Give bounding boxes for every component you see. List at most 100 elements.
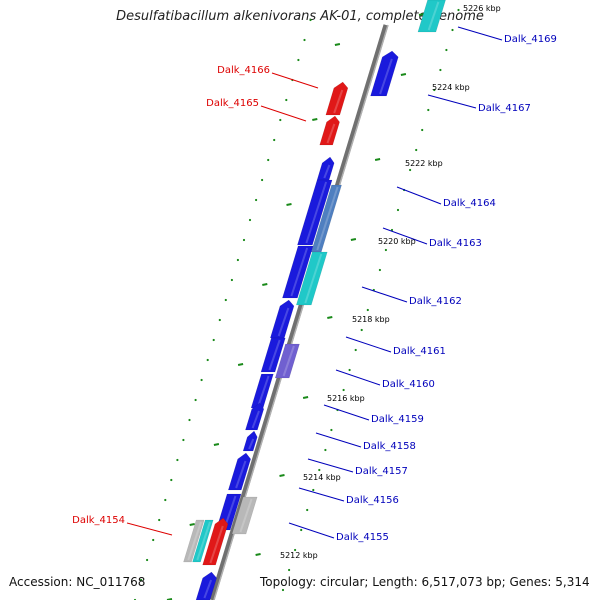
guide-dot <box>224 298 227 302</box>
gene-feature <box>319 115 340 146</box>
guide-tick <box>400 73 407 76</box>
guide-dot <box>273 138 276 142</box>
gene-feature <box>242 430 258 452</box>
gene-label-dalk-4155[interactable]: Dalk_4155 <box>336 532 389 543</box>
guide-tick <box>327 316 333 319</box>
guide-tick <box>279 474 285 477</box>
gene-label-dalk-4166[interactable]: Dalk_4166 <box>217 65 270 76</box>
gene-label-dalk-4159[interactable]: Dalk_4159 <box>371 414 424 425</box>
gene-features <box>183 0 446 600</box>
guide-dot <box>281 588 285 592</box>
gene-feature <box>274 343 300 379</box>
guide-dot <box>182 438 185 442</box>
guide-dot <box>427 108 430 112</box>
gene-label-dalk-4160[interactable]: Dalk_4160 <box>382 379 435 390</box>
guide-dot <box>206 358 209 362</box>
guide-dot <box>297 58 300 62</box>
gene-feature <box>250 373 274 409</box>
label-leader <box>307 458 354 473</box>
gene-feature <box>260 337 286 373</box>
gene-highlight <box>239 498 253 533</box>
gene-feature <box>231 496 258 535</box>
gene-feature <box>183 519 205 563</box>
label-leader <box>382 227 428 245</box>
gene-labels: Dalk_4169 Dalk_4166 Dalk_4167 Dalk_4165 Dalk… <box>72 34 557 543</box>
gene-label-dalk-4158[interactable]: Dalk_4158 <box>363 441 416 452</box>
gene-label-dalk-4154[interactable]: Dalk_4154 <box>72 515 125 526</box>
gene-highlight <box>316 186 339 251</box>
scale-label: 5222 kbp <box>405 159 443 168</box>
gene-highlight <box>248 438 255 450</box>
guide-dot <box>324 448 327 452</box>
gene-label-dalk-4167[interactable]: Dalk_4167 <box>478 103 531 114</box>
scale-labels: 5226 kbp 5224 kbp 5222 kbp 5220 kbp 5218 kbp… <box>280 4 501 560</box>
guide-dot <box>318 468 321 472</box>
gene-feature <box>192 519 214 563</box>
gene-label-dalk-4163[interactable]: Dalk_4163 <box>429 238 482 249</box>
accession-text: Accession: NC_011768 <box>9 575 146 589</box>
label-leaders <box>126 26 503 539</box>
gene-label-dalk-4157[interactable]: Dalk_4157 <box>355 466 408 477</box>
guide-dot <box>303 38 306 42</box>
guide-dot <box>164 498 167 502</box>
gene-highlight <box>257 375 270 407</box>
guide-dot <box>158 518 161 522</box>
guide-dot <box>152 538 155 542</box>
gene-highlight <box>323 164 331 179</box>
scale-label: 5216 kbp <box>327 394 365 403</box>
gene-highlight <box>379 58 393 95</box>
scale-label: 5218 kbp <box>352 315 390 324</box>
guide-dot <box>267 158 270 162</box>
guide-dot <box>396 208 400 212</box>
guide-dot <box>309 18 312 22</box>
guide-dot <box>360 328 363 332</box>
scale-label: 5226 kbp <box>463 4 501 13</box>
guide-tick <box>286 203 292 206</box>
gene-feature <box>245 402 265 431</box>
guide-dot <box>409 168 412 172</box>
guide-dot <box>288 568 291 572</box>
gene-feature <box>227 452 251 491</box>
gene-feature <box>316 156 335 181</box>
map-title: Desulfatibacillum alkenivorans AK-01, co… <box>116 9 484 24</box>
guide-dot <box>294 548 297 552</box>
guide-dot <box>354 348 357 352</box>
label-leader <box>345 336 392 353</box>
guide-dot <box>342 388 345 392</box>
gene-label-dalk-4164[interactable]: Dalk_4164 <box>443 198 496 209</box>
gene-highlight <box>304 253 323 304</box>
scale-label: 5214 kbp <box>303 473 341 482</box>
gene-label-dalk-4161[interactable]: Dalk_4161 <box>393 346 446 357</box>
gene-label-dalk-4165[interactable]: Dalk_4165 <box>206 98 259 109</box>
guide-dot <box>140 578 143 582</box>
gene-label-dalk-4162[interactable]: Dalk_4162 <box>409 296 462 307</box>
label-leader <box>457 26 503 41</box>
label-leader <box>271 72 319 89</box>
guide-dot <box>188 418 191 422</box>
gene-label-dalk-4156[interactable]: Dalk_4156 <box>346 495 399 506</box>
gene-highlight <box>427 1 440 31</box>
scale-label: 5224 kbp <box>432 83 470 92</box>
label-leader <box>335 369 381 386</box>
guide-dot <box>279 118 282 122</box>
guide-dot <box>170 478 173 482</box>
label-leader <box>288 522 335 539</box>
guide-dot <box>330 428 333 432</box>
gene-highlight <box>251 410 260 429</box>
gene-label-dalk-4169[interactable]: Dalk_4169 <box>504 34 557 45</box>
gene-feature <box>297 179 333 246</box>
gene-highlight <box>209 525 224 564</box>
guide-dot <box>300 528 303 532</box>
label-leader <box>427 94 477 109</box>
label-leader <box>323 404 370 421</box>
scale-label: 5212 kbp <box>280 551 318 560</box>
gene-highlight <box>333 89 344 114</box>
guide-dot <box>194 398 197 402</box>
guide-dot <box>176 458 179 462</box>
guide-tick <box>237 363 244 366</box>
gene-highlight <box>290 247 309 297</box>
gene-feature <box>282 245 314 299</box>
label-leader <box>315 432 362 448</box>
gene-feature <box>202 517 229 566</box>
